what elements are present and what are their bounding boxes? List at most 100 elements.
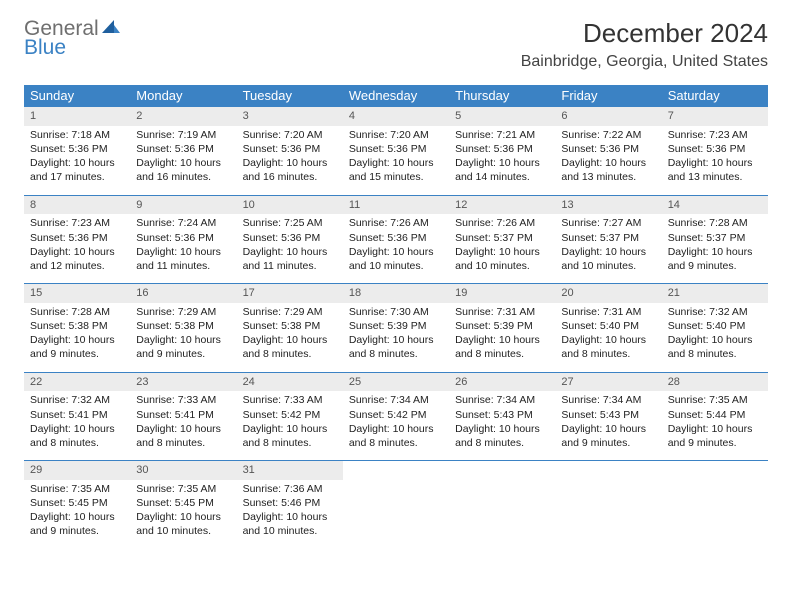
sunset-line: Sunset: 5:37 PM <box>455 231 549 245</box>
day-content-cell: Sunrise: 7:20 AMSunset: 5:36 PMDaylight:… <box>343 126 449 195</box>
day-number-cell: 13 <box>555 195 661 214</box>
day-content-cell: Sunrise: 7:25 AMSunset: 5:36 PMDaylight:… <box>237 214 343 283</box>
content-row: Sunrise: 7:28 AMSunset: 5:38 PMDaylight:… <box>24 303 768 372</box>
day-content-cell: Sunrise: 7:31 AMSunset: 5:40 PMDaylight:… <box>555 303 661 372</box>
sunrise-line: Sunrise: 7:21 AM <box>455 128 549 142</box>
sunrise-line: Sunrise: 7:18 AM <box>30 128 124 142</box>
content-row: Sunrise: 7:32 AMSunset: 5:41 PMDaylight:… <box>24 391 768 460</box>
day-number-cell: 7 <box>662 107 768 126</box>
weekday-row: SundayMondayTuesdayWednesdayThursdayFrid… <box>24 85 768 107</box>
day-content-cell: Sunrise: 7:27 AMSunset: 5:37 PMDaylight:… <box>555 214 661 283</box>
daynum-row: 22232425262728 <box>24 372 768 391</box>
day-number-cell: 1 <box>24 107 130 126</box>
weekday-header: Tuesday <box>237 85 343 107</box>
sunrise-line: Sunrise: 7:24 AM <box>136 216 230 230</box>
sunset-line: Sunset: 5:40 PM <box>561 319 655 333</box>
day-content-cell: Sunrise: 7:30 AMSunset: 5:39 PMDaylight:… <box>343 303 449 372</box>
day-number-cell: 28 <box>662 372 768 391</box>
sunrise-line: Sunrise: 7:36 AM <box>243 482 337 496</box>
day-number-cell: 6 <box>555 107 661 126</box>
daylight-line: Daylight: 10 hours and 9 minutes. <box>30 333 124 361</box>
day-content-cell: Sunrise: 7:29 AMSunset: 5:38 PMDaylight:… <box>130 303 236 372</box>
daylight-line: Daylight: 10 hours and 8 minutes. <box>561 333 655 361</box>
daylight-line: Daylight: 10 hours and 10 minutes. <box>349 245 443 273</box>
daylight-line: Daylight: 10 hours and 8 minutes. <box>243 422 337 450</box>
daylight-line: Daylight: 10 hours and 8 minutes. <box>136 422 230 450</box>
sunset-line: Sunset: 5:41 PM <box>136 408 230 422</box>
day-number-cell: 14 <box>662 195 768 214</box>
sunset-line: Sunset: 5:36 PM <box>561 142 655 156</box>
day-content-cell: Sunrise: 7:19 AMSunset: 5:36 PMDaylight:… <box>130 126 236 195</box>
sunrise-line: Sunrise: 7:23 AM <box>30 216 124 230</box>
sunset-line: Sunset: 5:37 PM <box>668 231 762 245</box>
day-content-cell: Sunrise: 7:24 AMSunset: 5:36 PMDaylight:… <box>130 214 236 283</box>
day-number-cell: 12 <box>449 195 555 214</box>
weekday-header: Friday <box>555 85 661 107</box>
day-number-cell: 19 <box>449 284 555 303</box>
sunset-line: Sunset: 5:40 PM <box>668 319 762 333</box>
daylight-line: Daylight: 10 hours and 11 minutes. <box>136 245 230 273</box>
daynum-row: 891011121314 <box>24 195 768 214</box>
day-content-cell: Sunrise: 7:18 AMSunset: 5:36 PMDaylight:… <box>24 126 130 195</box>
daylight-line: Daylight: 10 hours and 10 minutes. <box>243 510 337 538</box>
daylight-line: Daylight: 10 hours and 13 minutes. <box>668 156 762 184</box>
title-block: December 2024 Bainbridge, Georgia, Unite… <box>521 18 768 71</box>
sunrise-line: Sunrise: 7:28 AM <box>30 305 124 319</box>
month-title: December 2024 <box>521 18 768 49</box>
sunrise-line: Sunrise: 7:29 AM <box>136 305 230 319</box>
sunset-line: Sunset: 5:37 PM <box>561 231 655 245</box>
daylight-line: Daylight: 10 hours and 8 minutes. <box>455 333 549 361</box>
daynum-row: 1234567 <box>24 107 768 126</box>
sunset-line: Sunset: 5:36 PM <box>136 142 230 156</box>
daylight-line: Daylight: 10 hours and 17 minutes. <box>30 156 124 184</box>
sunset-line: Sunset: 5:36 PM <box>668 142 762 156</box>
sunrise-line: Sunrise: 7:34 AM <box>455 393 549 407</box>
day-content-cell: Sunrise: 7:35 AMSunset: 5:44 PMDaylight:… <box>662 391 768 460</box>
day-content-cell: Sunrise: 7:33 AMSunset: 5:41 PMDaylight:… <box>130 391 236 460</box>
sunset-line: Sunset: 5:46 PM <box>243 496 337 510</box>
day-number-cell: 20 <box>555 284 661 303</box>
content-row: Sunrise: 7:23 AMSunset: 5:36 PMDaylight:… <box>24 214 768 283</box>
sunset-line: Sunset: 5:36 PM <box>243 231 337 245</box>
day-number-cell: 16 <box>130 284 236 303</box>
logo-sail-icon <box>101 19 121 39</box>
weekday-header: Monday <box>130 85 236 107</box>
daylight-line: Daylight: 10 hours and 9 minutes. <box>668 422 762 450</box>
sunrise-line: Sunrise: 7:33 AM <box>243 393 337 407</box>
weekday-header: Saturday <box>662 85 768 107</box>
sunset-line: Sunset: 5:43 PM <box>561 408 655 422</box>
sunrise-line: Sunrise: 7:23 AM <box>668 128 762 142</box>
day-content-cell: Sunrise: 7:20 AMSunset: 5:36 PMDaylight:… <box>237 126 343 195</box>
sunset-line: Sunset: 5:44 PM <box>668 408 762 422</box>
sunset-line: Sunset: 5:38 PM <box>136 319 230 333</box>
sunset-line: Sunset: 5:36 PM <box>349 231 443 245</box>
content-row: Sunrise: 7:35 AMSunset: 5:45 PMDaylight:… <box>24 480 768 549</box>
content-row: Sunrise: 7:18 AMSunset: 5:36 PMDaylight:… <box>24 126 768 195</box>
daylight-line: Daylight: 10 hours and 16 minutes. <box>243 156 337 184</box>
day-number-cell <box>343 461 449 480</box>
day-number-cell: 27 <box>555 372 661 391</box>
calendar-body: 1234567Sunrise: 7:18 AMSunset: 5:36 PMDa… <box>24 107 768 549</box>
sunrise-line: Sunrise: 7:31 AM <box>561 305 655 319</box>
day-content-cell: Sunrise: 7:23 AMSunset: 5:36 PMDaylight:… <box>24 214 130 283</box>
sunrise-line: Sunrise: 7:19 AM <box>136 128 230 142</box>
sunset-line: Sunset: 5:39 PM <box>349 319 443 333</box>
day-number-cell: 11 <box>343 195 449 214</box>
day-number-cell: 23 <box>130 372 236 391</box>
day-number-cell: 22 <box>24 372 130 391</box>
sunrise-line: Sunrise: 7:30 AM <box>349 305 443 319</box>
day-content-cell: Sunrise: 7:34 AMSunset: 5:43 PMDaylight:… <box>449 391 555 460</box>
sunset-line: Sunset: 5:38 PM <box>243 319 337 333</box>
day-content-cell: Sunrise: 7:36 AMSunset: 5:46 PMDaylight:… <box>237 480 343 549</box>
day-content-cell: Sunrise: 7:33 AMSunset: 5:42 PMDaylight:… <box>237 391 343 460</box>
daylight-line: Daylight: 10 hours and 10 minutes. <box>455 245 549 273</box>
daylight-line: Daylight: 10 hours and 9 minutes. <box>30 510 124 538</box>
daylight-line: Daylight: 10 hours and 8 minutes. <box>243 333 337 361</box>
sunrise-line: Sunrise: 7:35 AM <box>30 482 124 496</box>
daylight-line: Daylight: 10 hours and 8 minutes. <box>30 422 124 450</box>
daylight-line: Daylight: 10 hours and 10 minutes. <box>561 245 655 273</box>
day-number-cell: 31 <box>237 461 343 480</box>
daylight-line: Daylight: 10 hours and 8 minutes. <box>668 333 762 361</box>
day-number-cell: 3 <box>237 107 343 126</box>
sunset-line: Sunset: 5:36 PM <box>455 142 549 156</box>
